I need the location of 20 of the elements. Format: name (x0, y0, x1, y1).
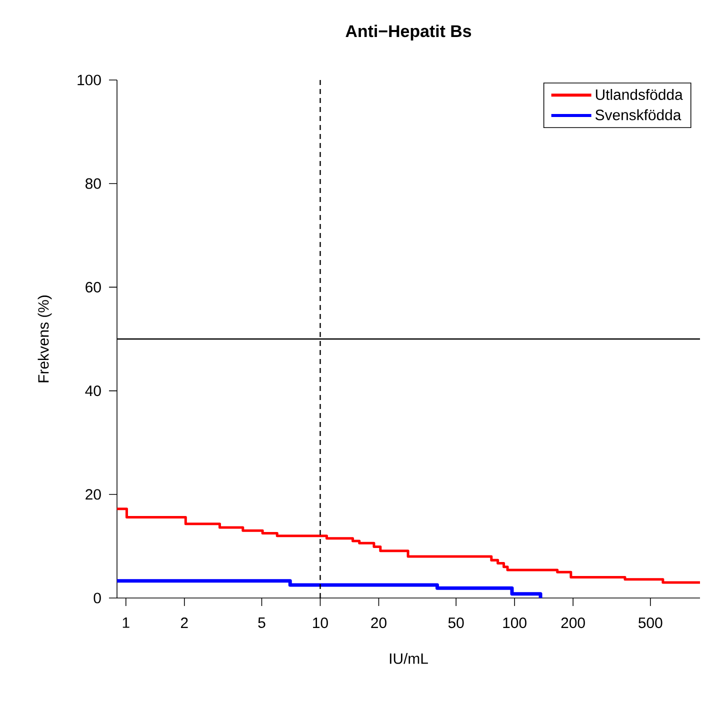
y-tick-label: 20 (86, 489, 101, 500)
y-tick-label: 60 (86, 282, 101, 292)
y-axis-title: Frekvens (%) (38, 296, 52, 382)
y-tick-label: 40 (85, 386, 101, 396)
x-tick-label: 500 (638, 618, 662, 628)
x-tick-label: 50 (448, 618, 464, 628)
x-tick-label: 1 (122, 618, 130, 628)
x-tick-label: 100 (503, 618, 526, 628)
legend-label: Utlandsfödda (596, 88, 683, 100)
y-tick-label: 80 (86, 178, 101, 189)
x-tick-label: 10 (313, 618, 328, 628)
x-tick-label: 200 (561, 618, 585, 628)
y-tick-label: 0 (94, 592, 101, 604)
x-tick-label: 5 (258, 618, 266, 628)
legend-label: Svenskfödda (595, 109, 682, 120)
chart-title: Anti−Hepatit Bs (346, 24, 472, 40)
x-tick-label: 2 (180, 618, 188, 628)
y-tick-label: 100 (78, 74, 101, 86)
x-axis-title: IU/mL (390, 652, 428, 664)
x-tick-label: 20 (371, 618, 386, 628)
